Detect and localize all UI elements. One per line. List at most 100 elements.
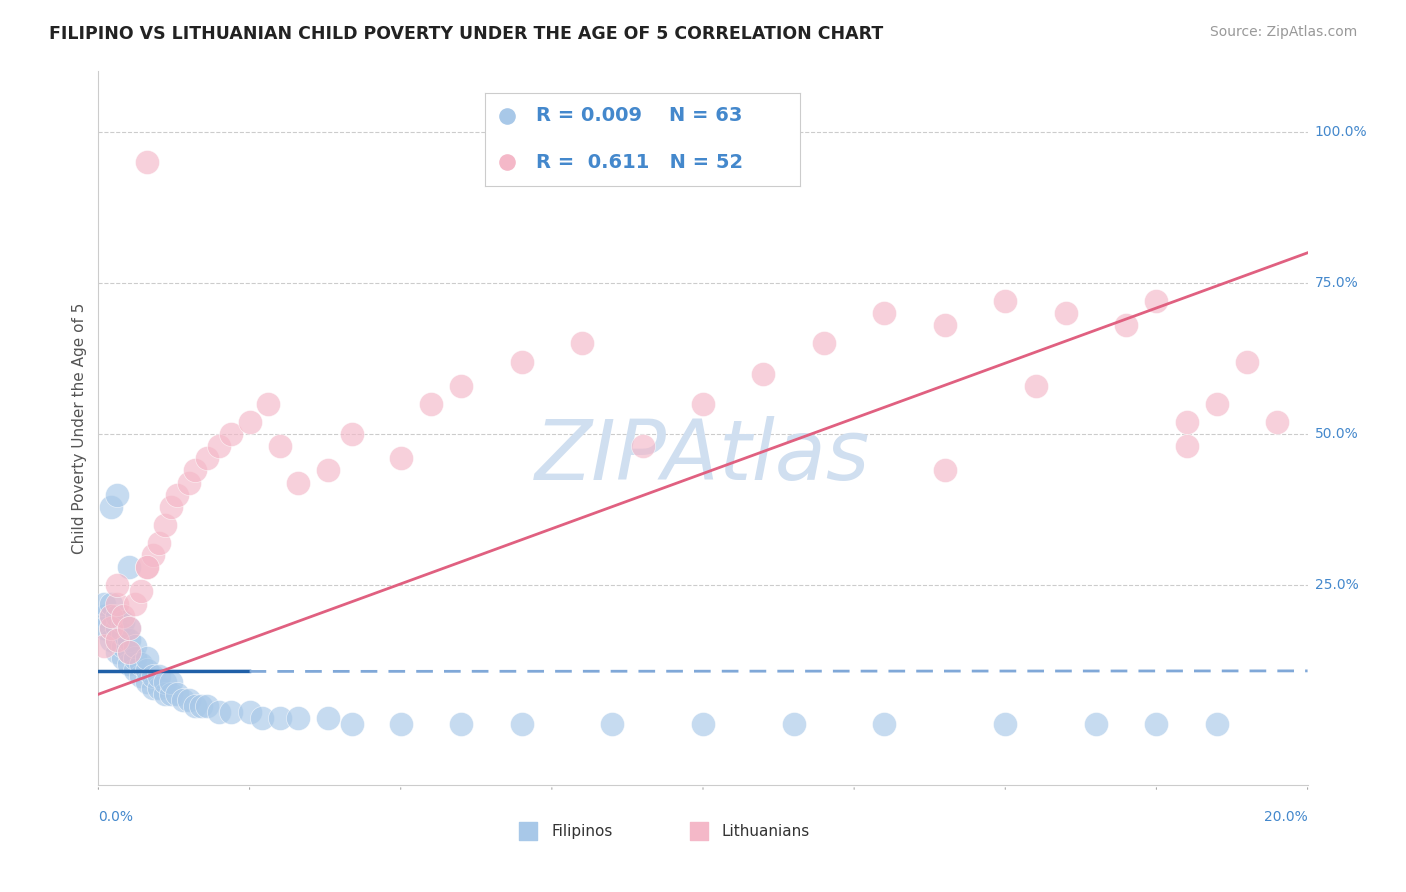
Point	[160, 687, 183, 701]
Point	[153, 687, 176, 701]
Point	[100, 608, 122, 623]
Point	[105, 608, 128, 623]
Point	[631, 439, 654, 453]
Point	[148, 536, 170, 550]
Point	[148, 681, 170, 696]
Point	[135, 675, 157, 690]
Point	[1144, 717, 1167, 731]
Point	[1175, 439, 1198, 453]
Y-axis label: Child Poverty Under the Age of 5: Child Poverty Under the Age of 5	[72, 302, 87, 554]
Point	[1267, 415, 1289, 429]
Point	[389, 451, 412, 466]
Point	[111, 627, 134, 641]
Point	[269, 439, 291, 453]
Point	[256, 397, 278, 411]
Point	[269, 711, 291, 725]
Point	[124, 639, 146, 653]
Point	[1206, 717, 1229, 731]
Point	[105, 645, 128, 659]
Text: 75.0%: 75.0%	[1315, 276, 1358, 290]
Point	[166, 687, 188, 701]
Point	[118, 621, 141, 635]
Point	[389, 717, 412, 731]
Text: 50.0%: 50.0%	[1315, 427, 1358, 442]
Text: 0.0%: 0.0%	[98, 810, 134, 824]
Point	[124, 663, 146, 677]
Point	[105, 488, 128, 502]
Point	[1024, 379, 1046, 393]
Text: 25.0%: 25.0%	[1315, 578, 1358, 592]
Point	[239, 706, 262, 720]
Point	[100, 608, 122, 623]
Point	[195, 451, 218, 466]
Point	[153, 517, 176, 532]
Point	[118, 621, 141, 635]
Point	[135, 155, 157, 169]
Point	[179, 693, 201, 707]
Point	[111, 639, 134, 653]
Point	[184, 699, 207, 714]
Point	[93, 597, 115, 611]
Point	[160, 500, 183, 514]
Point	[1175, 415, 1198, 429]
Point	[111, 615, 134, 629]
Point	[135, 651, 157, 665]
Point	[129, 584, 152, 599]
Point	[1115, 318, 1137, 333]
Text: FILIPINO VS LITHUANIAN CHILD POVERTY UNDER THE AGE OF 5 CORRELATION CHART: FILIPINO VS LITHUANIAN CHILD POVERTY UND…	[49, 25, 883, 43]
Point	[142, 548, 165, 562]
Point	[100, 621, 122, 635]
Point	[118, 560, 141, 574]
Point	[105, 597, 128, 611]
Point	[994, 717, 1017, 731]
Point	[100, 500, 122, 514]
Point	[195, 699, 218, 714]
Point	[93, 608, 115, 623]
Point	[184, 463, 207, 477]
Point	[934, 463, 956, 477]
Point	[221, 427, 243, 442]
Point	[783, 717, 806, 731]
Point	[1054, 306, 1077, 320]
Point	[250, 711, 273, 725]
Point	[124, 651, 146, 665]
Point	[316, 711, 339, 725]
Point	[342, 427, 364, 442]
Point	[100, 597, 122, 611]
Point	[873, 306, 896, 320]
Point	[450, 717, 472, 731]
Point	[934, 318, 956, 333]
Point	[93, 621, 115, 635]
Point	[1206, 397, 1229, 411]
Point	[602, 717, 624, 731]
Point	[118, 632, 141, 647]
Point	[111, 608, 134, 623]
Point	[129, 669, 152, 683]
Point	[142, 681, 165, 696]
Point	[172, 693, 194, 707]
Point	[93, 639, 115, 653]
Point	[994, 294, 1017, 309]
Point	[118, 645, 141, 659]
Point	[287, 711, 309, 725]
Point	[342, 717, 364, 731]
Point	[100, 621, 122, 635]
Text: 100.0%: 100.0%	[1315, 125, 1367, 139]
Point	[179, 475, 201, 490]
Point	[111, 651, 134, 665]
Point	[208, 706, 231, 720]
Point	[510, 354, 533, 368]
Point	[239, 415, 262, 429]
Point	[1236, 354, 1258, 368]
Point	[287, 475, 309, 490]
Point	[148, 669, 170, 683]
Point	[105, 632, 128, 647]
Point	[118, 645, 141, 659]
Point	[160, 675, 183, 690]
Point	[124, 597, 146, 611]
Text: Source: ZipAtlas.com: Source: ZipAtlas.com	[1209, 25, 1357, 39]
Point	[135, 560, 157, 574]
Point	[100, 632, 122, 647]
Point	[873, 717, 896, 731]
Point	[571, 336, 593, 351]
